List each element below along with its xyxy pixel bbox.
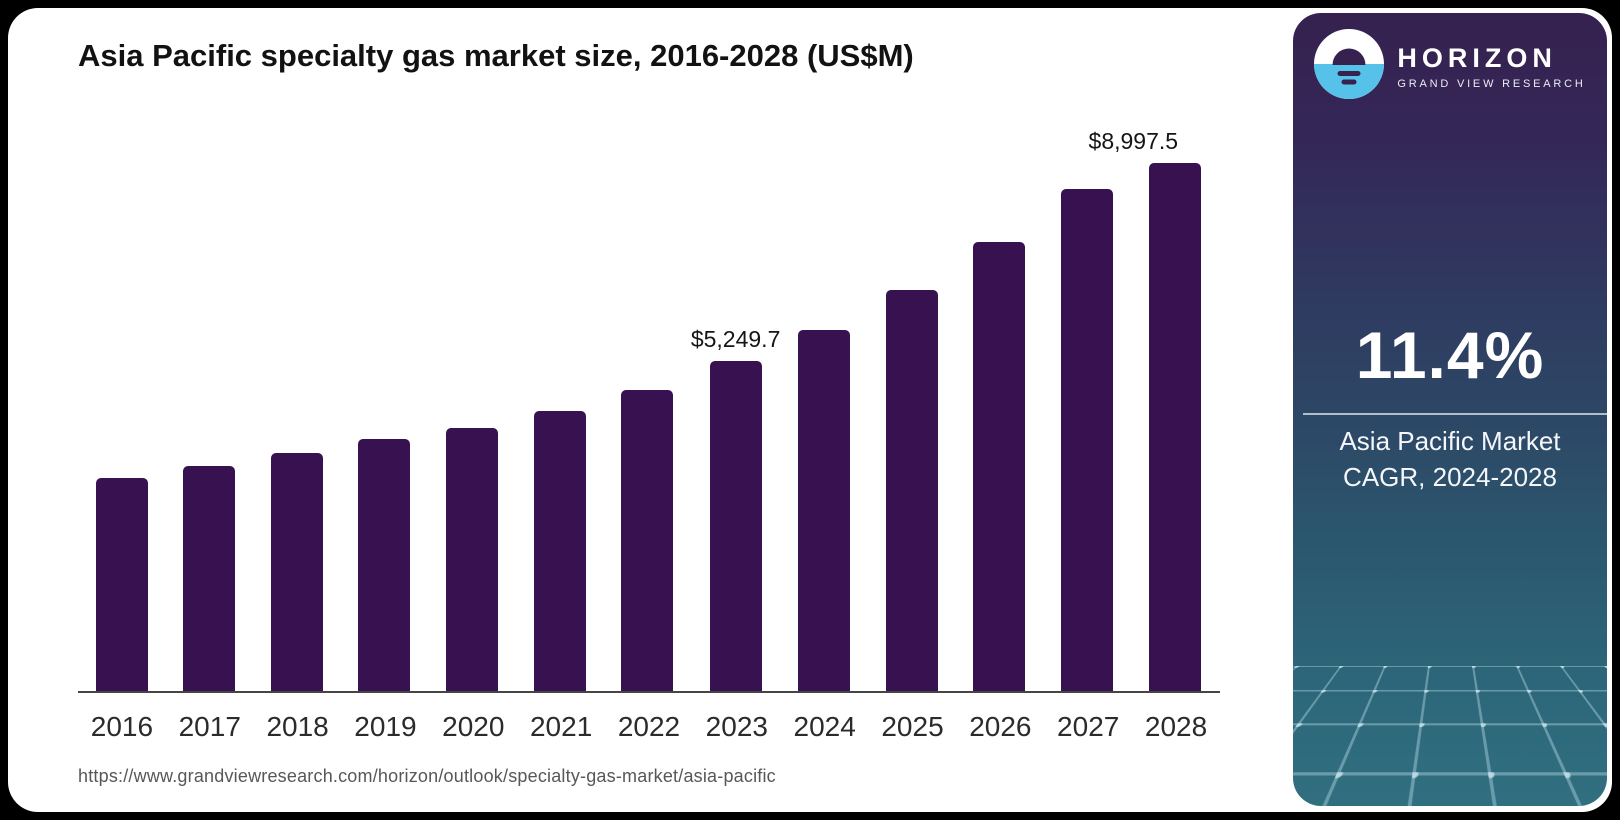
logo-subtitle: GRAND VIEW RESEARCH	[1397, 78, 1586, 90]
cagr-caption-line1: Asia Pacific Market	[1339, 426, 1561, 456]
x-axis-label-2019: 2019	[354, 711, 417, 742]
stat-divider	[1303, 413, 1607, 415]
bar-column-2024	[780, 128, 868, 691]
source-url: https://www.grandviewresearch.com/horizo…	[78, 766, 776, 786]
x-axis-label-2020: 2020	[442, 711, 505, 742]
x-axis-labels: 2016 2017 2018 2019 2020 2021 2022 2023 2024 2025…	[78, 711, 1220, 743]
bar-value-label-2023: $5,249.7	[690, 326, 781, 353]
bar-2019	[358, 438, 411, 691]
chart-card: Asia Pacific specialty gas market size, …	[8, 8, 1612, 812]
horizon-logo-icon	[1314, 29, 1385, 104]
cagr-caption: Asia Pacific Market CAGR, 2024-2028	[1293, 423, 1607, 495]
bar-column-2026	[955, 128, 1043, 691]
bar-chart-plot: $5,249.7 $8,997.5	[78, 128, 1220, 693]
bar-column-2021	[516, 128, 604, 691]
logo-text: HORIZON GRAND VIEW RESEARCH	[1397, 43, 1585, 90]
bar-column-2022	[603, 128, 691, 691]
bar-2024	[798, 330, 851, 691]
bar-2017	[183, 465, 236, 691]
bar-2025	[885, 289, 938, 691]
bar-column-2025	[868, 128, 956, 691]
bar-column-2018	[253, 128, 341, 691]
bar-2016	[95, 478, 148, 691]
bar-2021	[533, 411, 586, 691]
bar-2023	[709, 361, 762, 691]
x-axis-label-2016: 2016	[90, 711, 154, 742]
bar-column-2028: $8,997.5	[1089, 128, 1221, 691]
cagr-value: 11.4%	[1355, 318, 1545, 392]
x-axis-label-2028: 2028	[1144, 711, 1208, 742]
bar-column-2023: $5,249.7	[690, 128, 781, 691]
x-axis-label-2025: 2025	[881, 711, 944, 742]
bar-column-2020	[428, 128, 516, 691]
cagr-caption-line2: CAGR, 2024-2028	[1343, 462, 1557, 492]
x-axis-label-2023: 2023	[705, 711, 768, 742]
chart-title: Asia Pacific specialty gas market size, …	[78, 38, 914, 73]
x-axis-label-2022: 2022	[617, 711, 681, 742]
bar-column-2016	[78, 128, 166, 691]
x-axis-label-2018: 2018	[266, 711, 329, 742]
bar-column-2019	[341, 128, 429, 691]
bar-column-2017	[166, 128, 254, 691]
bar-2018	[270, 453, 323, 691]
logo-title: HORIZON	[1397, 43, 1557, 73]
logo-row: HORIZON GRAND VIEW RESEARCH	[1293, 29, 1607, 104]
x-axis-label-2017: 2017	[178, 711, 241, 742]
bar-2028	[1149, 163, 1202, 691]
bar-2027	[1060, 188, 1113, 691]
sidebar: HORIZON GRAND VIEW RESEARCH 11.4% Asia P…	[1293, 13, 1607, 806]
x-axis-label-2026: 2026	[969, 711, 1032, 742]
bar-2020	[445, 428, 498, 691]
x-axis-label-2027: 2027	[1057, 711, 1120, 742]
bar-value-label-2028: $8,997.5	[1088, 128, 1179, 154]
bar-2022	[621, 390, 674, 691]
x-axis-label-2024: 2024	[793, 711, 856, 742]
bar-column-2027	[1043, 128, 1131, 691]
x-axis-label-2021: 2021	[529, 711, 593, 742]
bar-2026	[973, 242, 1026, 691]
wireframe-mesh	[1293, 666, 1607, 806]
